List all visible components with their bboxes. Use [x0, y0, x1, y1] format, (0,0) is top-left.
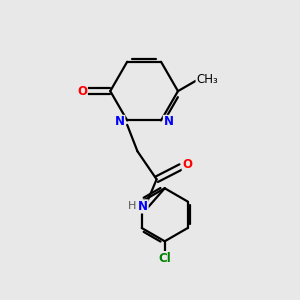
Text: CH₃: CH₃ — [196, 73, 218, 86]
Text: N: N — [138, 200, 148, 213]
Text: N: N — [115, 116, 125, 128]
Text: N: N — [164, 116, 173, 128]
Text: O: O — [182, 158, 192, 171]
Text: Cl: Cl — [158, 252, 171, 265]
Text: O: O — [77, 85, 87, 98]
Text: H: H — [128, 201, 136, 212]
